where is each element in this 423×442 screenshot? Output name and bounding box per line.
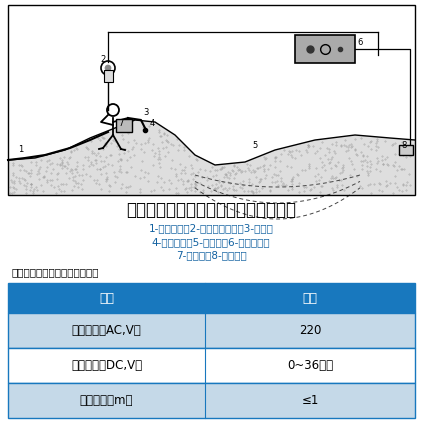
- Text: 5: 5: [252, 141, 257, 150]
- Text: 4: 4: [150, 119, 155, 128]
- Bar: [8, 348, 415, 383]
- Text: 探测宽度（m）: 探测宽度（m）: [80, 394, 133, 407]
- Text: 0~36可调: 0~36可调: [287, 359, 333, 372]
- Text: 指标: 指标: [302, 292, 318, 305]
- Text: 水枪法防渗土工膜渗漏破损探测工况图: 水枪法防渗土工膜渗漏破损探测工况图: [126, 201, 296, 219]
- Text: 3: 3: [143, 108, 148, 117]
- Text: 项目: 项目: [99, 292, 114, 305]
- Text: ≤1: ≤1: [301, 394, 319, 407]
- Text: 2: 2: [100, 55, 105, 64]
- Text: 4-破损孔洞；5-土工膜；6-供电电源；: 4-破损孔洞；5-土工膜；6-供电电源；: [152, 237, 270, 247]
- Polygon shape: [8, 120, 415, 195]
- Text: 6: 6: [357, 38, 363, 47]
- Bar: [8, 383, 415, 418]
- Bar: [399, 145, 413, 155]
- Text: 8: 8: [401, 141, 407, 150]
- Bar: [8, 5, 415, 195]
- Text: 1-供水水管；2-声音报警耳机；3-水枪；: 1-供水水管；2-声音报警耳机；3-水枪；: [148, 223, 273, 233]
- Text: 输入电压（AC,V）: 输入电压（AC,V）: [71, 324, 141, 337]
- Text: 输出电压（DC,V）: 输出电压（DC,V）: [71, 359, 142, 372]
- Circle shape: [105, 65, 111, 71]
- Bar: [116, 119, 132, 132]
- Bar: [104, 70, 113, 82]
- Text: 7-探测仪；8-接地电极: 7-探测仪；8-接地电极: [176, 250, 246, 260]
- Text: 水枪法探测设备主要技术指标：: 水枪法探测设备主要技术指标：: [12, 267, 99, 277]
- Text: 7: 7: [118, 119, 124, 128]
- Text: 1: 1: [18, 145, 23, 154]
- Text: 220: 220: [299, 324, 321, 337]
- Bar: [295, 35, 355, 63]
- Bar: [8, 313, 415, 348]
- Bar: [8, 283, 415, 313]
